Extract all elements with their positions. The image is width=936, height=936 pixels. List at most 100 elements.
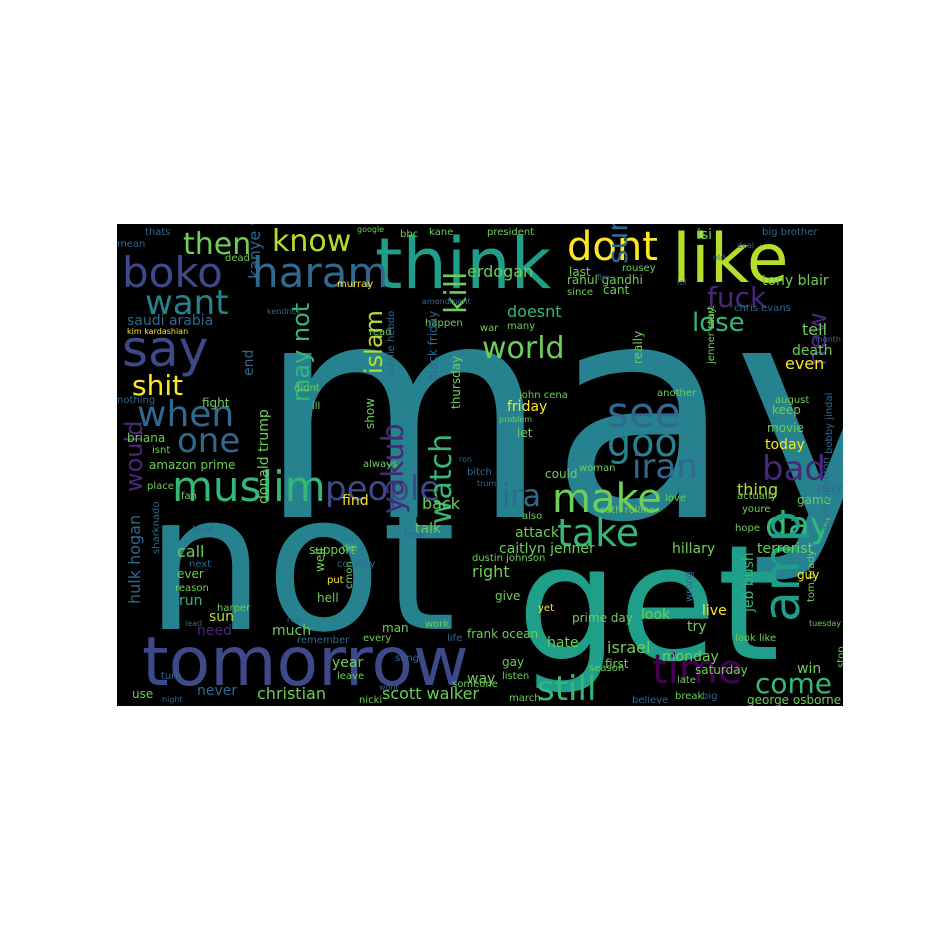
cloud-word: fight — [202, 396, 230, 410]
cloud-word: president — [487, 227, 535, 238]
cloud-word: boko — [122, 248, 223, 297]
cloud-word: harper — [217, 603, 251, 614]
cloud-word: read — [369, 327, 392, 338]
cloud-word: big — [702, 691, 718, 702]
cloud-word: well — [313, 548, 327, 572]
cloud-word: murray — [337, 279, 374, 290]
cloud-word: christian — [257, 684, 326, 703]
cloud-word: season — [589, 663, 625, 674]
cloud-word: die — [342, 543, 358, 554]
cloud-word: since — [567, 287, 593, 298]
cloud-word: man — [382, 621, 409, 635]
cloud-word: run — [179, 593, 203, 609]
cloud-word: see — [607, 388, 681, 437]
cloud-word: lead — [185, 619, 203, 628]
cloud-word: beat — [192, 525, 215, 536]
cloud-word: look like — [735, 633, 777, 644]
cloud-word: hell — [317, 591, 339, 605]
cloud-word: first — [605, 657, 629, 671]
cloud-word: actually — [737, 491, 777, 502]
cloud-word: hillary — [672, 541, 716, 557]
cloud-word: turn — [161, 671, 182, 682]
cloud-word: live — [702, 603, 727, 619]
cloud-word: ill — [312, 401, 321, 412]
cloud-word: guy — [797, 568, 820, 582]
cloud-word: another — [657, 388, 697, 399]
cloud-word: donald trump — [256, 409, 272, 504]
cloud-word: sunday — [601, 224, 634, 264]
cloud-word: many — [507, 321, 536, 332]
cloud-word: tomorrow — [142, 623, 469, 702]
cloud-word: come — [755, 667, 833, 700]
cloud-word: wrong — [684, 571, 695, 602]
cloud-word: really — [631, 330, 645, 364]
cloud-word: jeb bush — [741, 552, 757, 612]
cloud-word: john cena — [519, 390, 568, 401]
cloud-word: like — [672, 224, 789, 299]
cloud-word: youre — [742, 504, 771, 515]
cloud-word: world — [482, 331, 565, 366]
cloud-word: thursday — [449, 355, 463, 409]
cloud-word: woman — [579, 463, 616, 474]
cloud-word: haram — [252, 248, 389, 297]
cloud-word: one — [177, 421, 241, 461]
cloud-word: break — [675, 691, 704, 702]
cloud-word: work — [425, 619, 450, 630]
cloud-word: right — [472, 562, 510, 581]
cloud-word: terrorist — [757, 541, 814, 557]
cloud-word: play — [817, 481, 843, 495]
cloud-word: happen — [425, 318, 463, 329]
cloud-word: back — [422, 494, 461, 513]
cloud-word: try — [687, 619, 707, 635]
cloud-word: stop — [836, 646, 843, 668]
cloud-word: never — [197, 683, 238, 699]
cloud-word: death — [792, 343, 833, 359]
cloud-word: think — [375, 224, 552, 305]
cloud-word: love — [665, 493, 686, 504]
cloud-word: kendrick — [267, 307, 301, 316]
cloud-word: fan — [181, 491, 197, 502]
cloud-word: show — [363, 397, 377, 429]
cloud-word: bitch — [467, 467, 492, 478]
cloud-word: end — [241, 349, 257, 376]
cloud-word: always — [363, 459, 398, 470]
cloud-word: keep — [772, 403, 801, 417]
cloud-word: kim kardashian — [127, 327, 189, 336]
cloud-word: sharknado — [151, 501, 162, 554]
cloud-word: nicki — [359, 695, 383, 706]
cloud-word: day — [765, 505, 832, 546]
cloud-word: scott walker — [382, 684, 480, 703]
cloud-word: put — [327, 575, 344, 586]
cloud-word: islam — [360, 310, 388, 374]
cloud-word: friday — [507, 399, 548, 415]
cloud-word: rousey — [622, 263, 656, 274]
cloud-word: place — [147, 481, 174, 492]
cloud-word: dead — [225, 253, 250, 264]
cloud-word: find — [342, 493, 369, 509]
cloud-word: david cameron — [821, 457, 832, 532]
cloud-word: israel — [607, 638, 651, 657]
cloud-word: kanye west — [245, 224, 264, 279]
cloud-word: saturday — [695, 663, 748, 677]
cloud-word: cant — [603, 283, 630, 297]
cloud-word: support — [309, 543, 356, 557]
cloud-word: amazon prime — [149, 458, 236, 472]
cloud-word: want — [145, 283, 229, 323]
cloud-word: today — [765, 437, 805, 453]
cloud-word: bobby jindal — [824, 392, 835, 454]
cloud-word: mean — [117, 239, 146, 250]
cloud-word: ever — [177, 567, 204, 581]
cloud-word: deal — [737, 241, 755, 250]
cloud-word: tony blair — [762, 273, 829, 289]
cloud-word: get — [517, 510, 780, 697]
cloud-word: saudi arabia — [127, 313, 214, 329]
cloud-word: also — [522, 511, 543, 522]
cloud-word: even — [785, 354, 825, 373]
cloud-word: movie — [767, 421, 804, 435]
cloud-word: amp — [753, 510, 811, 622]
cloud-word: hulk hogan — [125, 514, 144, 604]
cloud-word: dont — [567, 224, 658, 270]
cloud-word: bad — [762, 449, 826, 489]
cloud-word: muslim — [172, 462, 326, 511]
cloud-word: good — [607, 421, 702, 465]
